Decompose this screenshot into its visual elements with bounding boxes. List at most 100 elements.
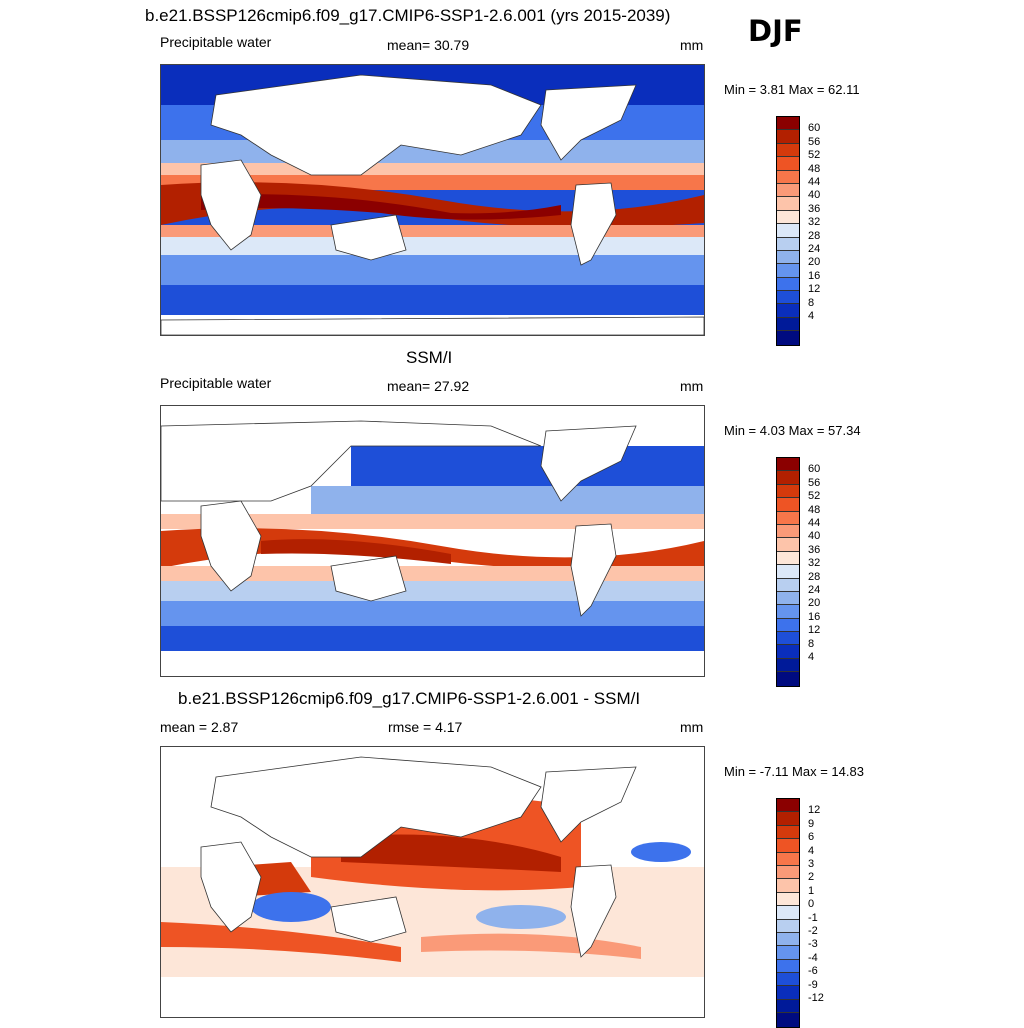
title-bot: b.e21.BSSP126cmip6.f09_g17.CMIP6-SSP1-2.… xyxy=(178,689,641,708)
colorbar-tick-label: 60 xyxy=(808,463,821,476)
map-panel-model xyxy=(160,64,705,336)
colorbar-tick-label: 16 xyxy=(808,269,821,282)
colorbar-tick-label: 60 xyxy=(808,122,821,135)
panel3-rmse-label: rmse = 4.17 xyxy=(388,719,463,735)
colorbar-tick-label: 56 xyxy=(808,135,821,148)
colorbar-bin xyxy=(777,645,799,659)
colorbar-tick-label: 56 xyxy=(808,476,821,489)
colorbar-tick-label: 4 xyxy=(808,310,815,322)
panel2-mean-label: mean= 27.92 xyxy=(387,378,470,394)
colorbar-tick-label: 6 xyxy=(808,831,815,844)
colorbar-bin xyxy=(777,484,799,499)
colorbar-bin xyxy=(777,986,799,1000)
title-mid: SSM/I xyxy=(406,348,453,367)
colorbar-tick-label: 1 xyxy=(808,884,815,897)
colorbar-bin xyxy=(777,183,799,198)
colorbar-tick-label: 12 xyxy=(808,283,821,296)
colorbar-bin xyxy=(777,618,799,633)
colorbar-bin xyxy=(777,932,799,947)
colorbar-bin xyxy=(777,839,799,853)
diff-field-map xyxy=(161,747,704,1017)
colorbar-bin xyxy=(777,157,799,171)
season-label: DJF xyxy=(748,14,803,48)
colorbar-bin xyxy=(777,224,799,238)
panel3-mean-label: mean = 2.87 xyxy=(160,719,239,735)
colorbar-bin xyxy=(777,317,799,332)
colorbar-bin xyxy=(777,264,799,278)
colorbar-tick-label: 40 xyxy=(808,530,821,543)
colorbar-bin xyxy=(777,210,799,225)
colorbar-tick-label: -1 xyxy=(808,911,818,924)
colorbar-bin xyxy=(777,973,799,987)
colorbar-bin xyxy=(777,277,799,292)
colorbar-tick-label: -2 xyxy=(808,925,818,937)
colorbar-bin xyxy=(777,999,799,1014)
colorbar-bin xyxy=(777,959,799,974)
panel1-variable-label: Precipitable water xyxy=(160,34,272,50)
colorbar-bin xyxy=(777,812,799,826)
panel1-mean-label: mean= 30.79 xyxy=(387,37,470,53)
colorbar-bin xyxy=(777,130,799,144)
colorbar-tick-label: 8 xyxy=(808,637,815,650)
colorbar-tick-label: 16 xyxy=(808,610,821,623)
colorbar-tick-label: -12 xyxy=(808,992,824,1004)
colorbar-tick-label: 36 xyxy=(808,543,821,556)
panel1-minmax: Min = 3.81 Max = 62.11 xyxy=(724,82,860,97)
colorbar-bin xyxy=(777,658,799,673)
colorbar-bin xyxy=(777,605,799,619)
colorbar-tick-label: 48 xyxy=(808,162,821,175)
colorbar-bin xyxy=(777,551,799,566)
colorbar-tick-label: 20 xyxy=(808,256,821,269)
colorbar-diff xyxy=(776,798,800,1028)
colorbar-tick-label: 32 xyxy=(808,557,821,570)
colorbar-bin xyxy=(777,304,799,318)
colorbar-bin xyxy=(777,498,799,512)
colorbar-bin xyxy=(777,1013,799,1027)
colorbar-tick-label: 2 xyxy=(808,871,815,884)
colorbar-tick-label: 4 xyxy=(808,651,815,663)
colorbar-tick-label: 8 xyxy=(808,296,815,309)
colorbar-bin xyxy=(777,197,799,211)
obs-field-map xyxy=(161,406,704,676)
colorbar-tick-label: 40 xyxy=(808,189,821,202)
colorbar-tick-label: 44 xyxy=(808,176,821,188)
colorbar-bin xyxy=(777,591,799,606)
colorbar-bin xyxy=(777,471,799,485)
colorbar-tick-label: 44 xyxy=(808,517,821,529)
colorbar-bin xyxy=(777,237,799,251)
map-panel-obs xyxy=(160,405,705,677)
colorbar-bin xyxy=(777,799,799,813)
colorbar-bin xyxy=(777,906,799,920)
colorbar-bin xyxy=(777,538,799,552)
panel3-units: mm xyxy=(680,719,704,735)
colorbar-bin xyxy=(777,524,799,539)
panel2-units: mm xyxy=(680,378,704,394)
panel1-units: mm xyxy=(680,37,704,53)
colorbar-tick-label: 52 xyxy=(808,149,821,162)
colorbar-bin xyxy=(777,825,799,840)
colorbar-tick-label: -9 xyxy=(808,978,818,991)
colorbar-bin xyxy=(777,865,799,880)
colorbar-bin xyxy=(777,565,799,579)
colorbar-bin xyxy=(777,879,799,893)
colorbar-obs xyxy=(776,457,800,687)
colorbar-tick-label: 32 xyxy=(808,216,821,229)
colorbar-bin xyxy=(777,632,799,646)
panel3-minmax: Min = -7.11 Max = 14.83 xyxy=(724,764,864,779)
colorbar-tick-label: 24 xyxy=(808,243,821,255)
title-top: b.e21.BSSP126cmip6.f09_g17.CMIP6-SSP1-2.… xyxy=(145,6,671,25)
colorbar-tick-label: 36 xyxy=(808,202,821,215)
colorbar-bin xyxy=(777,578,799,592)
colorbar-tick-label: 28 xyxy=(808,229,821,242)
colorbar-tick-label: 48 xyxy=(808,503,821,516)
colorbar-tick-label: 24 xyxy=(808,584,821,596)
colorbar-bin xyxy=(777,672,799,686)
colorbar-bin xyxy=(777,458,799,472)
colorbar-tick-label: 9 xyxy=(808,817,815,830)
colorbar-bin xyxy=(777,291,799,305)
colorbar-bin xyxy=(777,892,799,907)
colorbar-tick-label: -3 xyxy=(808,938,818,951)
colorbar-bin xyxy=(777,170,799,184)
panel2-minmax: Min = 4.03 Max = 57.34 xyxy=(724,423,861,438)
colorbar-tick-label: 52 xyxy=(808,490,821,503)
